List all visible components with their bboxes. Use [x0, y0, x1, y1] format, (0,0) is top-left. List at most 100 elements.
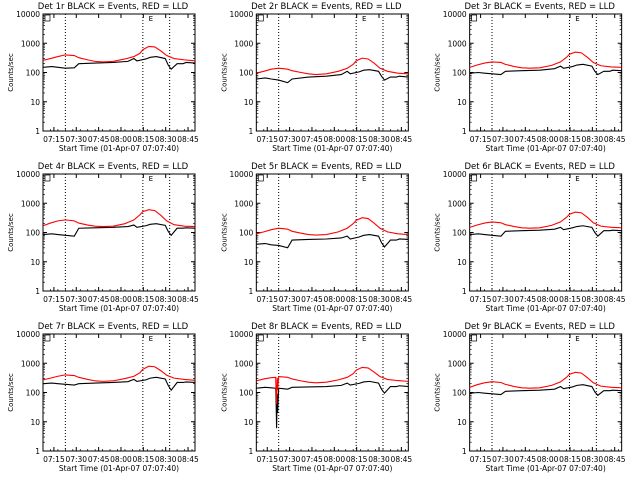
lld-series-line — [42, 365, 196, 382]
y-tick-label: 100 — [452, 229, 467, 238]
y-axis-label: Counts/sec — [7, 373, 15, 412]
corner-box — [44, 14, 51, 22]
corner-tag: E — [362, 15, 366, 23]
y-tick-label: 1000 — [21, 359, 40, 368]
x-tick-label: 07:45 — [88, 455, 110, 464]
lld-series-line — [469, 51, 622, 69]
y-tick-label: 10000 — [16, 330, 40, 339]
x-tick-label: 08:15 — [346, 135, 368, 144]
x-tick-label: 08:00 — [537, 295, 559, 304]
y-tick-label: 10 — [244, 98, 254, 107]
y-axis-label: Counts/sec — [7, 213, 15, 252]
corner-box — [44, 174, 51, 182]
x-tick-label: 08:15 — [133, 455, 155, 464]
y-tick-label: 1000 — [21, 39, 40, 48]
x-axis-label: Start Time (01-Apr-07 07:07:40) — [272, 464, 392, 473]
x-tick-label: 07:45 — [301, 295, 323, 304]
y-tick-label: 1000 — [234, 359, 253, 368]
x-tick-label: 08:45 — [177, 135, 199, 144]
events-series-line — [469, 63, 622, 76]
panel-title: Det 2r BLACK = Events, RED = LLD — [251, 2, 402, 12]
events-series-line — [469, 384, 622, 397]
corner-tag: E — [575, 335, 579, 343]
x-tick-label: 08:15 — [559, 135, 581, 144]
detector-panel: Det 6r BLACK = Events, RED = LLD 1 10 100 10… — [434, 162, 626, 313]
x-tick-label: 08:30 — [582, 295, 604, 304]
x-tick-label: 08:45 — [604, 455, 626, 464]
corner-tag: E — [575, 175, 579, 183]
y-axis-label: Counts/sec — [220, 53, 228, 92]
y-tick-label: 10000 — [229, 10, 253, 19]
panel-title: Det 4r BLACK = Events, RED = LLD — [38, 162, 189, 172]
detector-panel: Det 7r BLACK = Events, RED = LLD 1 10 100 10… — [7, 322, 199, 473]
y-tick-label: 100 — [26, 229, 41, 238]
y-tick-label: 10000 — [229, 170, 253, 179]
y-tick-label: 1 — [462, 447, 467, 456]
y-tick-label: 10 — [457, 258, 467, 267]
x-tick-label: 08:00 — [323, 295, 345, 304]
x-tick-label: 07:45 — [88, 295, 110, 304]
lld-series-line — [42, 209, 196, 228]
x-tick-label: 07:30 — [492, 455, 514, 464]
y-tick-label: 1 — [249, 447, 254, 456]
y-tick-label: 1 — [35, 287, 40, 296]
y-tick-label: 1000 — [448, 359, 467, 368]
corner-tag: E — [575, 15, 579, 23]
x-tick-label: 08:45 — [177, 295, 199, 304]
x-tick-label: 08:00 — [110, 295, 132, 304]
x-tick-label: 08:45 — [177, 455, 199, 464]
events-series-line — [256, 380, 409, 429]
x-tick-label: 08:45 — [604, 135, 626, 144]
x-tick-label: 08:30 — [368, 455, 390, 464]
x-tick-label: 08:15 — [133, 135, 155, 144]
corner-box — [471, 174, 478, 182]
x-axis-label: Start Time (01-Apr-07 07:07:40) — [59, 304, 179, 313]
y-tick-label: 1000 — [448, 39, 467, 48]
lld-series-line — [469, 371, 622, 389]
y-tick-label: 10000 — [229, 330, 253, 339]
y-axis-label: Counts/sec — [220, 373, 228, 412]
y-axis-label: Counts/sec — [7, 53, 15, 92]
y-tick-label: 10000 — [16, 170, 40, 179]
lld-series-line — [256, 217, 409, 236]
y-tick-label: 1000 — [234, 39, 253, 48]
y-tick-label: 1 — [462, 287, 467, 296]
events-series-line — [42, 56, 196, 70]
x-tick-label: 08:45 — [391, 455, 413, 464]
x-tick-label: 07:30 — [279, 295, 301, 304]
y-tick-label: 10000 — [443, 330, 467, 339]
detector-panel: Det 5r BLACK = Events, RED = LLD 1 10 100 10… — [220, 162, 412, 313]
y-axis-label: Counts/sec — [434, 213, 442, 252]
y-tick-label: 1 — [35, 127, 40, 136]
x-tick-label: 08:30 — [155, 295, 177, 304]
x-tick-label: 08:45 — [391, 295, 413, 304]
events-series-line — [256, 69, 409, 84]
x-tick-label: 07:15 — [470, 135, 492, 144]
x-tick-label: 08:45 — [391, 135, 413, 144]
detector-panel: Det 9r BLACK = Events, RED = LLD 1 10 100 10… — [434, 322, 626, 473]
y-tick-label: 100 — [239, 389, 254, 398]
y-tick-label: 100 — [26, 389, 41, 398]
corner-tag: E — [362, 175, 366, 183]
x-tick-label: 07:45 — [514, 295, 536, 304]
events-series-line — [42, 223, 196, 237]
panel-title: Det 5r BLACK = Events, RED = LLD — [251, 162, 402, 172]
x-tick-label: 07:30 — [65, 135, 87, 144]
detector-panel: Det 2r BLACK = Events, RED = LLD 1 10 100 10… — [220, 2, 412, 153]
y-tick-label: 10 — [244, 418, 254, 427]
y-tick-label: 10000 — [443, 170, 467, 179]
x-tick-label: 07:30 — [279, 135, 301, 144]
lld-series-line — [469, 211, 622, 229]
x-tick-label: 08:30 — [155, 455, 177, 464]
y-tick-label: 10 — [244, 258, 254, 267]
detector-panel: Det 1r BLACK = Events, RED = LLD 1 10 100 10… — [7, 2, 199, 153]
panel-title: Det 7r BLACK = Events, RED = LLD — [38, 322, 189, 332]
y-tick-label: 1 — [249, 287, 254, 296]
x-tick-label: 08:00 — [323, 455, 345, 464]
y-tick-label: 10 — [30, 98, 40, 107]
lld-series-line — [42, 45, 196, 63]
x-axis-label: Start Time (01-Apr-07 07:07:40) — [272, 304, 392, 313]
corner-tag: E — [149, 335, 153, 343]
panel-title: Det 3r BLACK = Events, RED = LLD — [464, 2, 615, 12]
